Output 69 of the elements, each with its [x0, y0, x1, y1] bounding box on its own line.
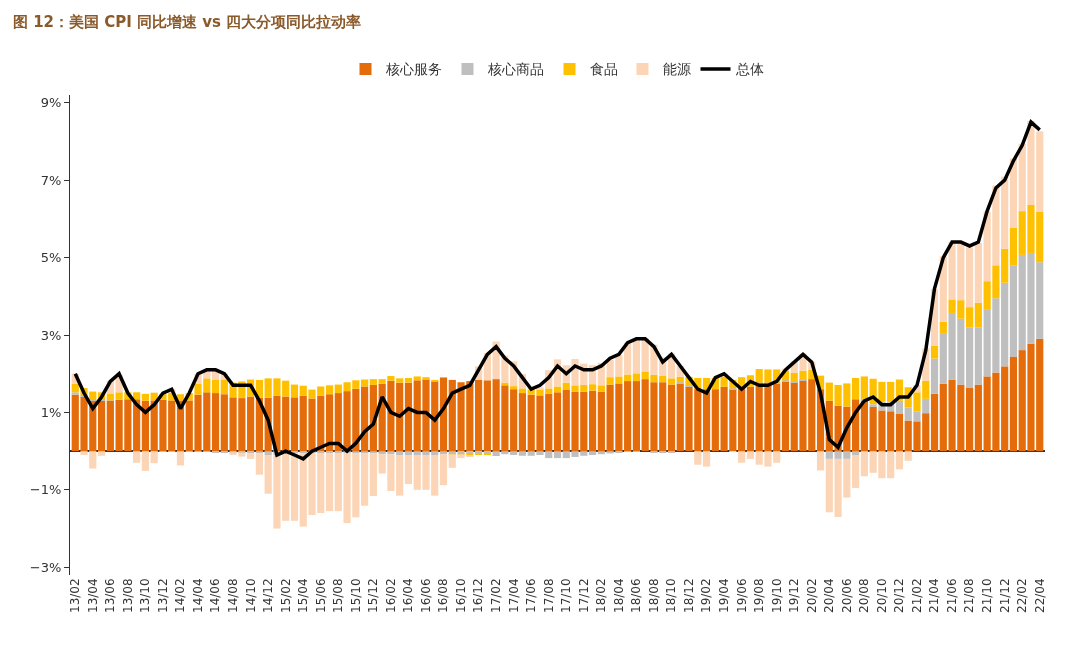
y-tick-label: −3%: [29, 559, 62, 575]
x-tick-label: 17/02: [489, 578, 504, 613]
x-tick-label: 18/04: [611, 578, 626, 613]
x-tick-label: 15/10: [348, 578, 363, 613]
x-tick-label: 13/08: [120, 578, 135, 613]
chart-title: 图 12：美国 CPI 同比增速 vs 四大分项同比拉动率: [12, 12, 362, 31]
y-tick-label: 3%: [40, 327, 62, 343]
x-tick-label: 20/12: [892, 578, 907, 613]
x-tick-label: 13/10: [138, 578, 153, 613]
x-tick-label: 21/10: [980, 578, 995, 613]
x-tick-label: 22/02: [1015, 578, 1030, 613]
x-tick-label: 19/12: [787, 578, 802, 613]
x-tick-label: 18/06: [629, 578, 644, 613]
x-tick-label: 17/12: [576, 578, 591, 613]
y-tick-label: −1%: [29, 482, 62, 498]
x-tick-label: 18/02: [594, 578, 609, 613]
x-tick-label: 16/04: [401, 578, 416, 613]
x-tick-label: 17/04: [506, 578, 521, 613]
legend-label: 食品: [589, 61, 618, 78]
x-tick-label: 21/06: [944, 578, 959, 613]
x-tick-label: 17/06: [524, 578, 539, 613]
x-tick-label: 16/12: [471, 578, 486, 613]
x-tick-label: 17/10: [559, 578, 574, 613]
x-tick-label: 17/08: [541, 578, 556, 613]
x-tick-label: 22/04: [1032, 578, 1047, 613]
x-tick-label: 15/04: [296, 578, 311, 613]
x-tick-label: 18/10: [664, 578, 679, 613]
x-tick-label: 21/12: [997, 578, 1012, 613]
x-tick-label: 14/06: [208, 578, 223, 613]
y-tick-label: 5%: [40, 250, 62, 266]
x-tick-label: 19/06: [734, 578, 749, 613]
x-tick-label: 21/04: [927, 578, 942, 613]
x-tick-label: 16/02: [383, 578, 398, 613]
x-tick-label: 19/10: [769, 578, 784, 613]
x-tick-label: 13/02: [68, 578, 83, 613]
x-tick-label: 13/04: [85, 578, 100, 613]
x-tick-label: 20/02: [804, 578, 819, 613]
x-tick-label: 20/06: [839, 578, 854, 613]
x-tick-label: 13/12: [155, 578, 170, 613]
x-tick-label: 20/04: [822, 578, 837, 613]
x-tick-label: 16/06: [418, 578, 433, 613]
x-tick-label: 19/08: [752, 578, 767, 613]
x-tick-label: 19/04: [716, 578, 731, 613]
x-tick-label: 16/08: [436, 578, 451, 613]
x-tick-label: 21/08: [962, 578, 977, 613]
x-tick-label: 15/12: [366, 578, 381, 613]
x-tick-label: 14/10: [243, 578, 258, 613]
x-tick-label: 16/10: [453, 578, 468, 613]
x-tick-label: 14/12: [261, 578, 276, 613]
y-tick-label: 9%: [40, 95, 62, 111]
x-tick-label: 15/02: [278, 578, 293, 613]
x-tick-label: 15/08: [331, 578, 346, 613]
legend-label: 总体: [734, 61, 764, 78]
x-tick-label: 14/02: [173, 578, 188, 613]
x-tick-label: 18/08: [646, 578, 661, 613]
x-tick-label: 19/02: [699, 578, 714, 613]
legend-label: 核心商品: [486, 61, 544, 78]
x-tick-label: 21/02: [909, 578, 924, 613]
x-tick-label: 18/12: [681, 578, 696, 613]
x-tick-label: 14/08: [225, 578, 240, 613]
x-tick-label: 13/06: [103, 578, 118, 613]
x-tick-label: 20/10: [874, 578, 889, 613]
y-tick-label: 7%: [40, 172, 62, 188]
x-tick-label: 14/04: [190, 578, 205, 613]
legend-label: 核心服务: [384, 61, 442, 78]
x-tick-label: 20/08: [857, 578, 872, 613]
y-tick-label: 1%: [40, 404, 62, 420]
x-tick-label: 15/06: [313, 578, 328, 613]
legend-label: 能源: [662, 61, 691, 78]
